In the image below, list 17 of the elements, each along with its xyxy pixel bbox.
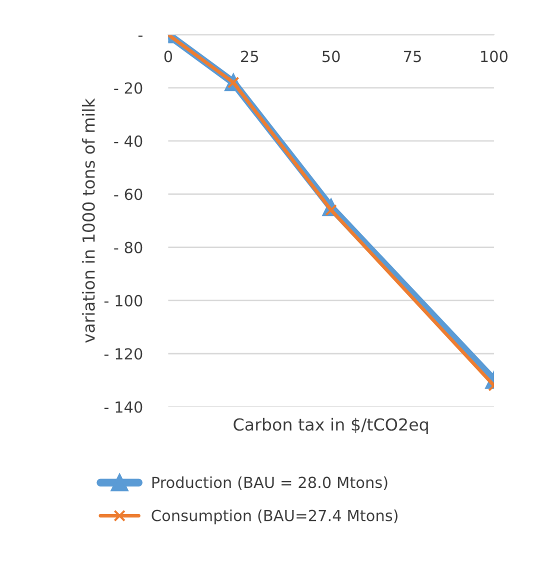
legend-label: Production (BAU = 28.0 Mtons) bbox=[152, 476, 388, 490]
y-tick-label: - bbox=[138, 36, 142, 37]
y-tick-label: - 20 bbox=[114, 82, 142, 94]
x-tick-label: 75 bbox=[404, 50, 421, 62]
x-tick-label: 0 bbox=[164, 50, 172, 62]
y-tick-label: - 60 bbox=[114, 188, 142, 200]
legend-label: Consumption (BAU=27.4 Mtons) bbox=[152, 509, 398, 524]
x-axis-title: Carbon tax in $/tCO2eq bbox=[234, 418, 428, 434]
y-tick-label: - 120 bbox=[104, 348, 142, 360]
x-tick-label: 25 bbox=[241, 50, 258, 62]
y-tick-label: - 100 bbox=[104, 294, 142, 306]
y-tick-label: - 140 bbox=[104, 401, 142, 413]
y-tick-label: - 40 bbox=[114, 135, 142, 147]
y-tick-label: - 80 bbox=[114, 242, 142, 254]
x-tick-label: 50 bbox=[322, 50, 340, 62]
x-tick-label: 100 bbox=[481, 50, 508, 62]
y-axis-title: variation in 1000 tons of milk bbox=[82, 98, 95, 343]
